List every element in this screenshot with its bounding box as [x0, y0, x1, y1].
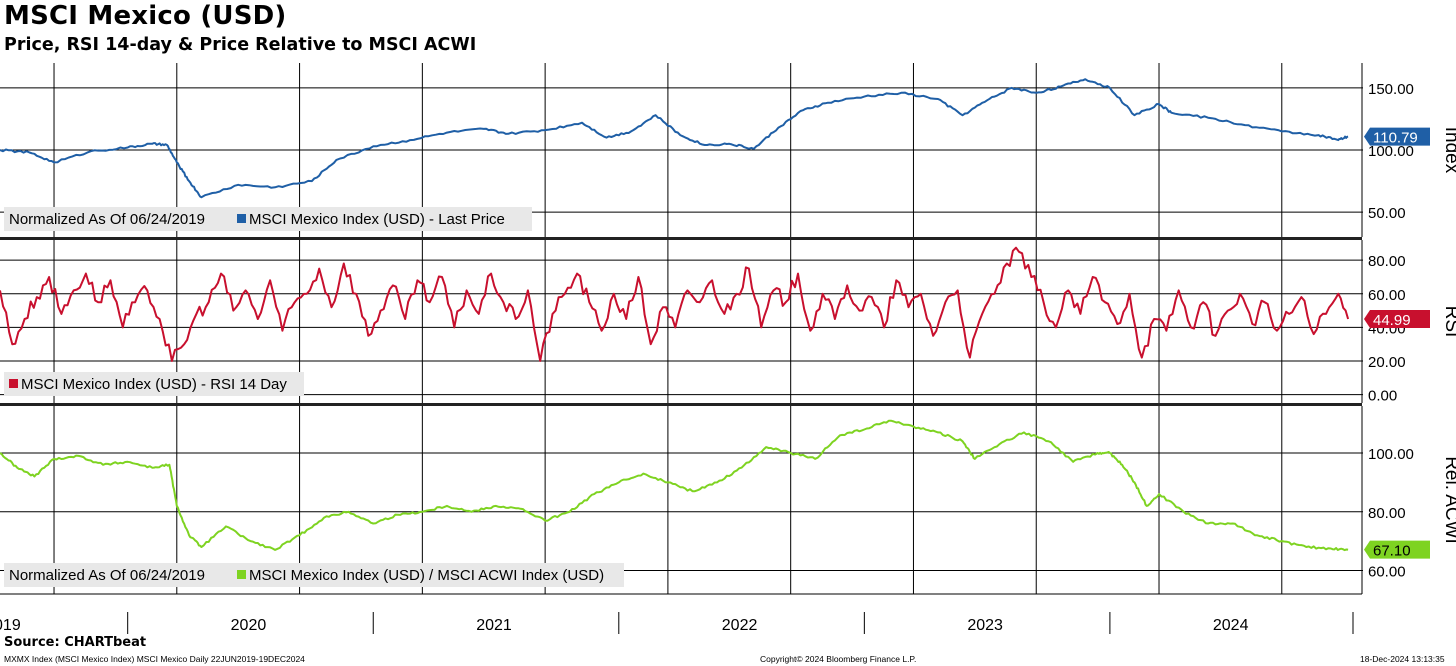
price-axis-label: Index [1441, 127, 1456, 174]
source-label: Source: CHARTbeat [4, 635, 147, 650]
price-series-line [0, 78, 1349, 199]
rsi-series-line [0, 246, 1350, 362]
year-tick-label: 2024 [1213, 617, 1249, 634]
relative-axis-label: Rel. ACWI [1441, 456, 1456, 544]
relative-legend-note: Normalized As Of 06/24/2019 [9, 567, 205, 584]
rsi-legend-label: MSCI Mexico Index (USD) - RSI 14 Day [21, 376, 287, 393]
rsi-y-tick-label: 80.00 [1368, 253, 1406, 270]
chart-title: MSCI Mexico (USD) [4, 1, 287, 31]
price-y-tick-label: 150.00 [1368, 81, 1414, 98]
price-y-tick-label: 100.00 [1368, 143, 1414, 160]
relative-legend-box [4, 563, 624, 587]
price-legend-box [4, 207, 532, 231]
price-legend-note: Normalized As Of 06/24/2019 [9, 211, 205, 228]
ticker-info: MXMX Index (MSCI Mexico Index) MSCI Mexi… [4, 654, 305, 664]
rsi-y-tick-label: 0.00 [1368, 388, 1397, 405]
chart-subtitle: Price, RSI 14-day & Price Relative to MS… [4, 35, 477, 55]
relative-y-tick-label: 60.00 [1368, 564, 1406, 581]
relative-y-tick-label: 80.00 [1368, 505, 1406, 522]
relative-legend-swatch [237, 570, 246, 579]
year-tick-label: 2019 [0, 617, 21, 634]
relative-last-value-tag [1364, 540, 1430, 559]
price-y-tick-label: 50.00 [1368, 205, 1406, 222]
year-tick-label: 2021 [476, 617, 512, 634]
rsi-legend-swatch [9, 379, 18, 388]
price-legend-swatch [237, 214, 246, 223]
rsi-last-value-label: 44.99 [1373, 312, 1411, 329]
price-panel: 150.00 100.00 50.00 110.79 Index Normalized A… [0, 63, 1456, 237]
rsi-y-tick-label: 20.00 [1368, 354, 1406, 371]
year-tick-label: 2020 [231, 617, 267, 634]
year-tick-label: 2023 [967, 617, 1003, 634]
relative-series-line [0, 419, 1349, 552]
price-last-value-label: 110.79 [1373, 130, 1418, 147]
price-legend-label: MSCI Mexico Index (USD) - Last Price [249, 211, 505, 228]
rsi-axis-label: RSI [1441, 306, 1456, 338]
rsi-y-tick-label: 60.00 [1368, 287, 1406, 304]
price-last-value-tag [1364, 127, 1430, 146]
year-tick-label: 2022 [722, 617, 758, 634]
relative-legend-label: MSCI Mexico Index (USD) / MSCI ACWI Inde… [249, 567, 604, 584]
copyright-text: Copyright© 2024 Bloomberg Finance L.P. [760, 654, 917, 664]
rsi-legend-box [4, 372, 304, 396]
relative-y-tick-label: 100.00 [1368, 446, 1414, 463]
relative-last-value-label: 67.10 [1373, 543, 1411, 560]
vertical-gridlines [53, 63, 1283, 594]
rsi-last-value-tag [1364, 309, 1430, 328]
time-axis: 2019 2020 2021 2022 2023 2024 [0, 593, 1362, 634]
timestamp-text: 18-Dec-2024 13:13:35 [1360, 654, 1445, 664]
relative-panel: 100.00 80.00 60.00 67.10 Rel. ACWI Normalized… [0, 406, 1456, 594]
